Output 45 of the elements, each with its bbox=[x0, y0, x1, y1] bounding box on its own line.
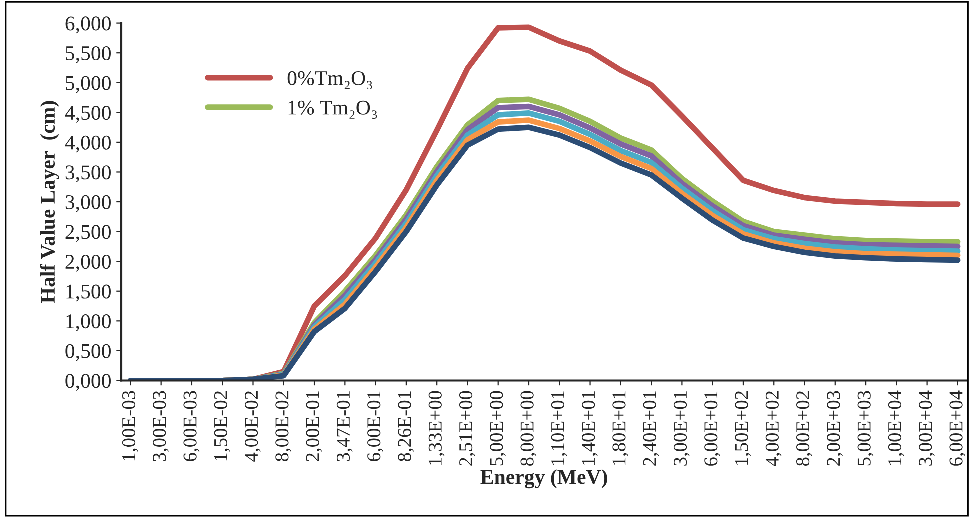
y-tick-label: 1,000 bbox=[66, 314, 111, 332]
x-tick-label: 5,00E+03 bbox=[858, 391, 874, 466]
y-tick-label: 5,000 bbox=[66, 76, 111, 94]
x-tick-label: 3,47E-01 bbox=[336, 392, 353, 462]
y-axis-title: Half Value Layer (cm) bbox=[40, 101, 60, 304]
x-tick-label: 5,00E+00 bbox=[490, 391, 506, 466]
y-tick-label: 0,500 bbox=[66, 344, 111, 362]
legend-label: 1% Tm₂O₃ bbox=[288, 100, 378, 119]
x-tick-label: 4,00E-02 bbox=[244, 392, 261, 462]
x-tick-label: 3,00E-03 bbox=[153, 391, 169, 462]
y-tick-label: 4,000 bbox=[65, 136, 111, 153]
x-tick-label: 3,00E+04 bbox=[919, 390, 935, 466]
y-tick-label: 6,000 bbox=[66, 16, 111, 34]
x-tick-label: 8,00E-02 bbox=[276, 392, 292, 462]
x-tick-label: 2,00E+03 bbox=[827, 391, 844, 466]
y-tick-label: 0,000 bbox=[66, 374, 111, 392]
y-tick-label: 3,000 bbox=[66, 195, 111, 212]
x-tick-label: 2,00E-01 bbox=[306, 392, 322, 462]
x-tick-label: 1,50E-02 bbox=[214, 392, 230, 461]
x-tick-label: 4,00E+02 bbox=[766, 392, 782, 466]
x-tick-label: 8,00E+02 bbox=[796, 392, 812, 466]
x-tick-label: 2,40E+01 bbox=[643, 392, 660, 466]
x-tick-label: 1,50E+02 bbox=[735, 392, 752, 466]
y-tick-label: 1,500 bbox=[66, 284, 111, 302]
y-tick-label: 4,500 bbox=[65, 106, 111, 124]
x-axis-title: Energy (MeV) bbox=[480, 470, 608, 489]
x-tick-label: 1,00E-03 bbox=[122, 391, 138, 461]
x-tick-label: 1,80E+01 bbox=[612, 392, 629, 466]
y-tick-label: 3,500 bbox=[66, 166, 111, 183]
legend-label: 0%Tm₂O₃ bbox=[288, 71, 372, 90]
x-tick-label: 6,00E-01 bbox=[368, 392, 384, 462]
x-tick-label: 2,51E+00 bbox=[459, 391, 476, 466]
x-tick-label: 6,00E+04 bbox=[950, 390, 966, 466]
x-tick-label: 8,26E-01 bbox=[398, 392, 414, 462]
y-tick-label: 2,000 bbox=[66, 254, 111, 272]
x-tick-label: 3,00E+01 bbox=[674, 392, 690, 466]
x-tick-label: 1,00E+04 bbox=[888, 390, 904, 466]
y-tick-label: 5,500 bbox=[66, 46, 111, 64]
x-tick-label: 6,00E-03 bbox=[184, 391, 200, 462]
x-tick-label: 1,33E+00 bbox=[428, 391, 445, 466]
x-tick-label: 1,40E+01 bbox=[582, 392, 598, 466]
x-tick-label: 8,00E+00 bbox=[520, 391, 537, 466]
x-tick-label: 1,10E+01 bbox=[551, 392, 568, 466]
y-tick-label: 2,500 bbox=[66, 225, 111, 242]
x-tick-label: 6,00E+01 bbox=[704, 392, 720, 466]
